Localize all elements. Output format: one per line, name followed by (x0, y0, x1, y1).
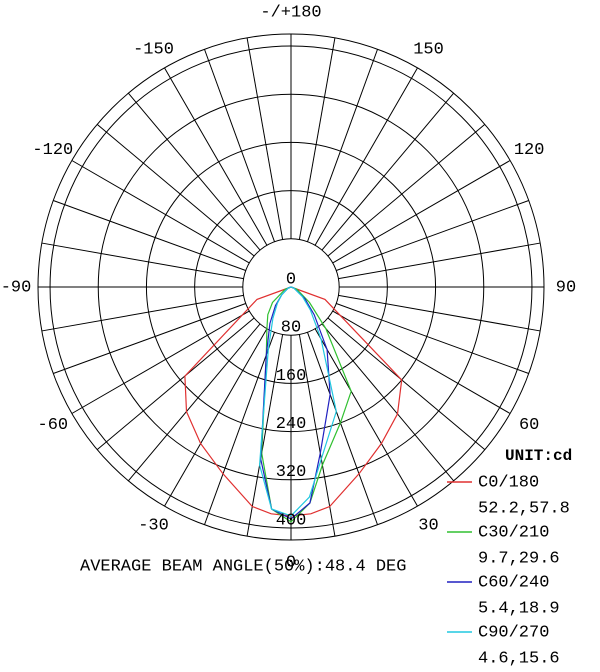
spoke (307, 332, 379, 525)
spoke (336, 199, 529, 271)
spoke (96, 123, 255, 257)
r-tick-label: 160 (276, 367, 307, 386)
theta-tick-label: 60 (519, 416, 539, 435)
legend-label: C30/210 (478, 523, 549, 542)
spoke (71, 160, 250, 264)
theta-tick-label: -120 (32, 141, 73, 160)
spoke (327, 317, 486, 451)
legend-beam: 4.6,15.6 (478, 649, 560, 668)
spoke (41, 242, 244, 280)
plot: C0/180 52.2,57.8 C30/210 9.7,29.6 C60/240 5.4… (1, 3, 577, 668)
legend-label: C60/240 (478, 573, 549, 592)
spoke (314, 67, 418, 246)
r-tick-label: 320 (276, 463, 307, 482)
spoke (53, 303, 246, 375)
r-tick-label: 400 (276, 511, 307, 530)
spoke (246, 334, 284, 537)
spoke (298, 37, 336, 240)
series-curve (261, 286, 352, 523)
theta-tick-label: -60 (38, 416, 69, 435)
spoke (338, 294, 541, 332)
spoke (332, 310, 511, 414)
theta-tick-label: 120 (514, 141, 545, 160)
theta-tick-label: -90 (1, 278, 32, 297)
footer: AVERAGE BEAM ANGLE(50%):48.4 DEG (80, 557, 406, 576)
spoke (307, 49, 379, 242)
r-tick-label: 0 (286, 270, 296, 289)
unit-label: UNIT:cd (505, 447, 572, 465)
spoke (321, 323, 455, 482)
spoke (321, 92, 455, 251)
legend-beam: 52.2,57.8 (478, 499, 570, 518)
legend-beam: 5.4,18.9 (478, 599, 560, 618)
spoke (336, 303, 529, 375)
r-tick-label: 240 (276, 415, 307, 434)
theta-tick-label: 30 (418, 517, 438, 536)
spoke (203, 332, 275, 525)
spoke (164, 67, 268, 246)
legend-label: C90/270 (478, 623, 549, 642)
spoke (71, 310, 250, 414)
spoke (127, 92, 261, 251)
spoke (96, 317, 255, 451)
spoke (164, 328, 268, 507)
theta-tick-label: 90 (556, 278, 576, 297)
series-curve (258, 286, 337, 517)
spoke (314, 328, 418, 507)
spoke (298, 334, 336, 537)
spoke (338, 242, 541, 280)
spoke (41, 294, 244, 332)
legend-beam: 9.7,29.6 (478, 549, 560, 568)
theta-tick-label: -30 (138, 517, 169, 536)
spoke (246, 37, 284, 240)
spoke (327, 123, 486, 257)
spoke (332, 160, 511, 264)
theta-tick-label: 150 (413, 40, 444, 59)
theta-tick-label: -150 (133, 40, 174, 59)
theta-tick-label: 0 (286, 553, 296, 572)
r-tick-label: 80 (281, 319, 301, 338)
spoke (53, 199, 246, 271)
legend-label: C0/180 (478, 473, 539, 492)
spoke (127, 323, 261, 482)
theta-tick-label: -/+180 (260, 3, 321, 22)
spoke (203, 49, 275, 242)
